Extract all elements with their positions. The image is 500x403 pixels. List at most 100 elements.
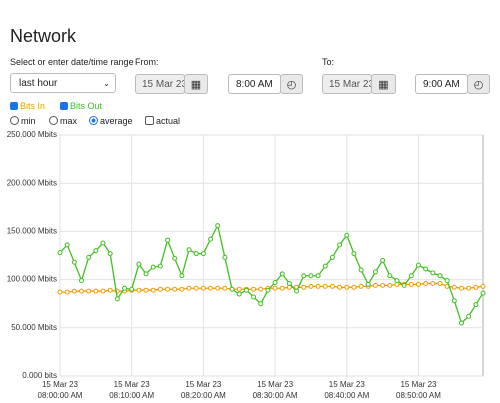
plot-area bbox=[59, 134, 484, 377]
data-point bbox=[215, 285, 221, 291]
data-point bbox=[408, 273, 414, 279]
data-point bbox=[107, 251, 113, 257]
y-tick-label: 250.000 Mbits bbox=[7, 130, 57, 139]
data-point bbox=[380, 257, 386, 263]
calendar-button[interactable]: ▦ bbox=[184, 74, 208, 94]
data-point bbox=[344, 232, 350, 238]
from-time[interactable]: 8:00 AM bbox=[228, 74, 281, 94]
data-point bbox=[329, 254, 335, 260]
data-point bbox=[308, 283, 314, 289]
data-point bbox=[329, 283, 335, 289]
x-tick-date: 15 Mar 23 bbox=[114, 380, 151, 389]
data-point bbox=[294, 288, 300, 294]
data-point bbox=[394, 278, 400, 284]
legend-entry: Bits Out bbox=[70, 101, 103, 111]
data-point bbox=[337, 284, 343, 290]
data-point bbox=[480, 290, 486, 296]
data-point bbox=[387, 273, 393, 279]
clock-button[interactable]: ◴ bbox=[280, 74, 303, 94]
x-tick-date: 15 Mar 23 bbox=[42, 380, 79, 389]
to-date-value: 15 Mar 23 bbox=[329, 79, 372, 90]
actual-toggle[interactable]: actual bbox=[145, 116, 180, 126]
data-point bbox=[222, 254, 228, 260]
data-point bbox=[157, 263, 163, 269]
page-title: Network bbox=[10, 26, 77, 46]
series-toggle[interactable]: Bits Out bbox=[60, 101, 102, 111]
data-point bbox=[301, 273, 307, 279]
mode-label: average bbox=[100, 116, 133, 126]
data-point bbox=[322, 283, 328, 289]
data-point bbox=[208, 285, 214, 291]
data-point bbox=[229, 286, 235, 292]
data-point bbox=[200, 251, 206, 257]
data-point bbox=[272, 285, 278, 291]
y-tick-label: 200.000 Mbits bbox=[7, 178, 57, 187]
data-point bbox=[236, 286, 242, 292]
data-point bbox=[458, 320, 464, 326]
mode-label: min bbox=[21, 116, 36, 126]
range-value: last hour bbox=[19, 78, 58, 89]
data-point bbox=[243, 287, 249, 293]
data-point bbox=[279, 285, 285, 291]
data-point bbox=[186, 247, 192, 253]
data-point bbox=[165, 286, 171, 292]
data-point bbox=[372, 282, 378, 288]
x-tick-label: 08:50:00 AM bbox=[396, 391, 441, 400]
data-point bbox=[444, 278, 450, 284]
data-point bbox=[208, 236, 214, 242]
mode-radio[interactable]: average bbox=[89, 116, 133, 126]
data-point bbox=[315, 283, 321, 289]
data-point bbox=[437, 280, 443, 286]
data-point bbox=[93, 248, 99, 254]
data-point bbox=[172, 286, 178, 292]
data-point bbox=[466, 313, 472, 319]
data-point bbox=[358, 283, 364, 289]
mode-radio[interactable]: min bbox=[10, 116, 36, 126]
data-point bbox=[258, 301, 264, 307]
mode-label: max bbox=[60, 116, 78, 126]
x-tick-date: 15 Mar 23 bbox=[257, 380, 294, 389]
data-point bbox=[193, 251, 199, 257]
data-point bbox=[79, 288, 85, 294]
data-point bbox=[57, 289, 63, 295]
data-point bbox=[430, 270, 436, 276]
range-select[interactable]: last hour ⌄ bbox=[10, 73, 116, 93]
x-tick-date: 15 Mar 23 bbox=[400, 380, 437, 389]
data-point bbox=[430, 280, 436, 286]
data-point bbox=[136, 261, 142, 267]
data-point bbox=[107, 287, 113, 293]
data-point bbox=[451, 298, 457, 304]
y-tick-label: 50.000 Mbits bbox=[11, 323, 57, 332]
x-tick-label: 08:30:00 AM bbox=[253, 391, 298, 400]
data-point bbox=[408, 281, 414, 287]
data-point bbox=[143, 287, 149, 293]
data-point bbox=[265, 287, 271, 293]
data-point bbox=[236, 291, 242, 297]
from-label: From: bbox=[135, 57, 159, 67]
data-point bbox=[258, 286, 264, 292]
data-point bbox=[71, 259, 77, 265]
data-point bbox=[165, 237, 171, 243]
data-point bbox=[351, 284, 357, 290]
data-point bbox=[186, 285, 192, 291]
data-point bbox=[337, 242, 343, 248]
data-point bbox=[100, 288, 106, 294]
data-point bbox=[114, 296, 120, 302]
calendar-button[interactable]: ▦ bbox=[371, 74, 396, 94]
y-tick-label: 150.000 Mbits bbox=[7, 227, 57, 236]
data-point bbox=[286, 280, 292, 286]
series-toggle[interactable]: Bits In bbox=[10, 101, 45, 111]
to-label: To: bbox=[322, 57, 335, 67]
mode-radio[interactable]: max bbox=[49, 116, 77, 126]
data-point bbox=[86, 288, 92, 294]
clock-button[interactable]: ◴ bbox=[467, 74, 490, 94]
data-point bbox=[222, 285, 228, 291]
from-time-value: 8:00 AM bbox=[236, 79, 273, 90]
data-point bbox=[150, 287, 156, 293]
to-time-value: 9:00 AM bbox=[423, 79, 460, 90]
x-tick-label: 08:20:00 AM bbox=[181, 391, 226, 400]
data-point bbox=[372, 269, 378, 275]
data-point bbox=[423, 266, 429, 272]
data-point bbox=[193, 285, 199, 291]
